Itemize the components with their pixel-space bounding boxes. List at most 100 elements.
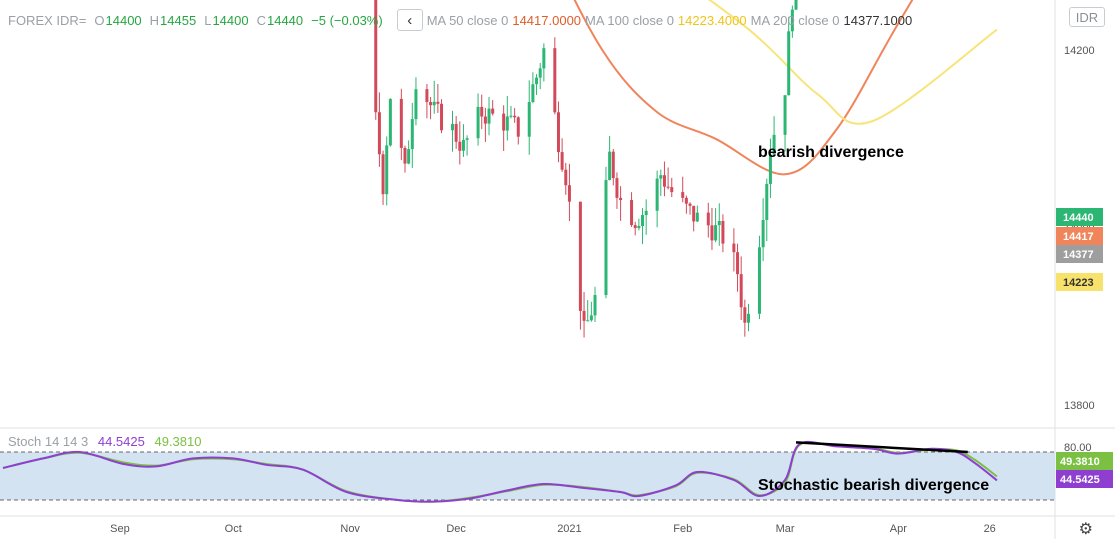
candle [787,31,791,96]
candle [692,205,696,222]
low-label: L [204,12,212,28]
stoch-band [0,452,1055,500]
candle [611,151,615,179]
candle [736,252,740,275]
change-value: −5 (−0.03%) [311,12,383,28]
candle [586,320,590,322]
x-tick-label: Sep [110,523,130,535]
candle [567,185,571,202]
candle [410,119,414,150]
ma100-line [708,0,998,125]
price-label: 14377 [1063,249,1094,261]
ma100-label: MA 100 close 0 [585,12,674,28]
x-tick-label: Apr [890,523,907,535]
candle [538,68,542,78]
candle [516,117,520,137]
settings-button[interactable]: ⚙ [1079,519,1093,539]
price-label-box [1056,273,1103,291]
low-value: 14400 [212,12,249,28]
candle [491,108,495,114]
high-value: 14455 [160,12,197,28]
candle [714,225,718,241]
open-value: 14400 [105,12,142,28]
candle [772,134,776,155]
candle [458,141,462,151]
candle [608,151,612,181]
currency-button[interactable]: IDR [1069,7,1105,27]
y-tick-label: 14200 [1064,45,1095,57]
candle [527,102,531,137]
candle [619,197,623,201]
candle [794,0,798,10]
candle [429,102,433,106]
candle [710,225,714,241]
stoch-label: 44.5425 [1060,474,1100,486]
price-label-box [1056,245,1103,263]
candle [633,225,637,229]
candle [509,115,513,117]
candle [721,221,725,244]
candle [593,295,597,316]
candle [564,169,568,186]
stoch-d-value: 49.3810 [154,434,202,449]
stoch-label-box [1056,470,1113,488]
stoch-header: Stoch 14 14 3 44.5425 49.3810 [8,434,201,449]
candle [535,77,539,85]
candle [662,175,666,187]
candle [739,274,743,308]
candle [615,178,619,198]
candle [432,101,436,106]
candle [461,139,465,151]
candle [641,215,645,226]
candle [385,145,389,195]
candle [381,154,385,195]
candle [589,315,593,321]
candle [688,203,692,206]
ma100-value: 14223.4000 [677,12,747,28]
candle [450,123,454,131]
candle [440,103,444,131]
price-label: 14440 [1063,212,1094,224]
candle [655,178,659,211]
price-label: 14417 [1063,231,1094,243]
stoch-label: Stoch 14 14 3 [8,434,89,449]
stoch-k-value: 44.5425 [97,434,145,449]
x-tick-label: Feb [673,523,692,535]
candle [637,225,641,229]
x-tick-label: Oct [225,523,242,535]
candle [684,197,688,204]
candle [407,149,411,164]
stoch-k-line [2,440,998,503]
candle [747,313,750,323]
candle [513,115,517,118]
candle [790,9,794,32]
ma50-value: 14417.0000 [512,12,582,28]
candle [377,112,381,155]
candle [757,247,761,314]
stoch-trendline [795,441,968,454]
candle [732,243,736,253]
price-annotation: bearish divergence [758,144,904,161]
candle [553,48,557,113]
price-label: 14223 [1063,277,1094,289]
price-label-box [1056,227,1103,245]
x-tick-label: 2021 [557,523,581,535]
candle [783,95,787,135]
candle [436,101,440,104]
candle [556,112,560,153]
candle [761,220,765,248]
candle [681,192,685,198]
collapse-button[interactable]: ‹ [396,9,423,31]
open-label: O [94,12,105,28]
x-tick-label: Mar [776,523,795,535]
candle [487,108,491,124]
candle [542,48,546,69]
symbol-label: FOREX IDR= [8,12,87,28]
x-tick-label: Nov [340,523,360,535]
y-tick-label: 13800 [1064,400,1095,412]
ma50-line [573,0,914,176]
candle [399,98,403,148]
candle [374,0,378,113]
candle [403,147,407,164]
